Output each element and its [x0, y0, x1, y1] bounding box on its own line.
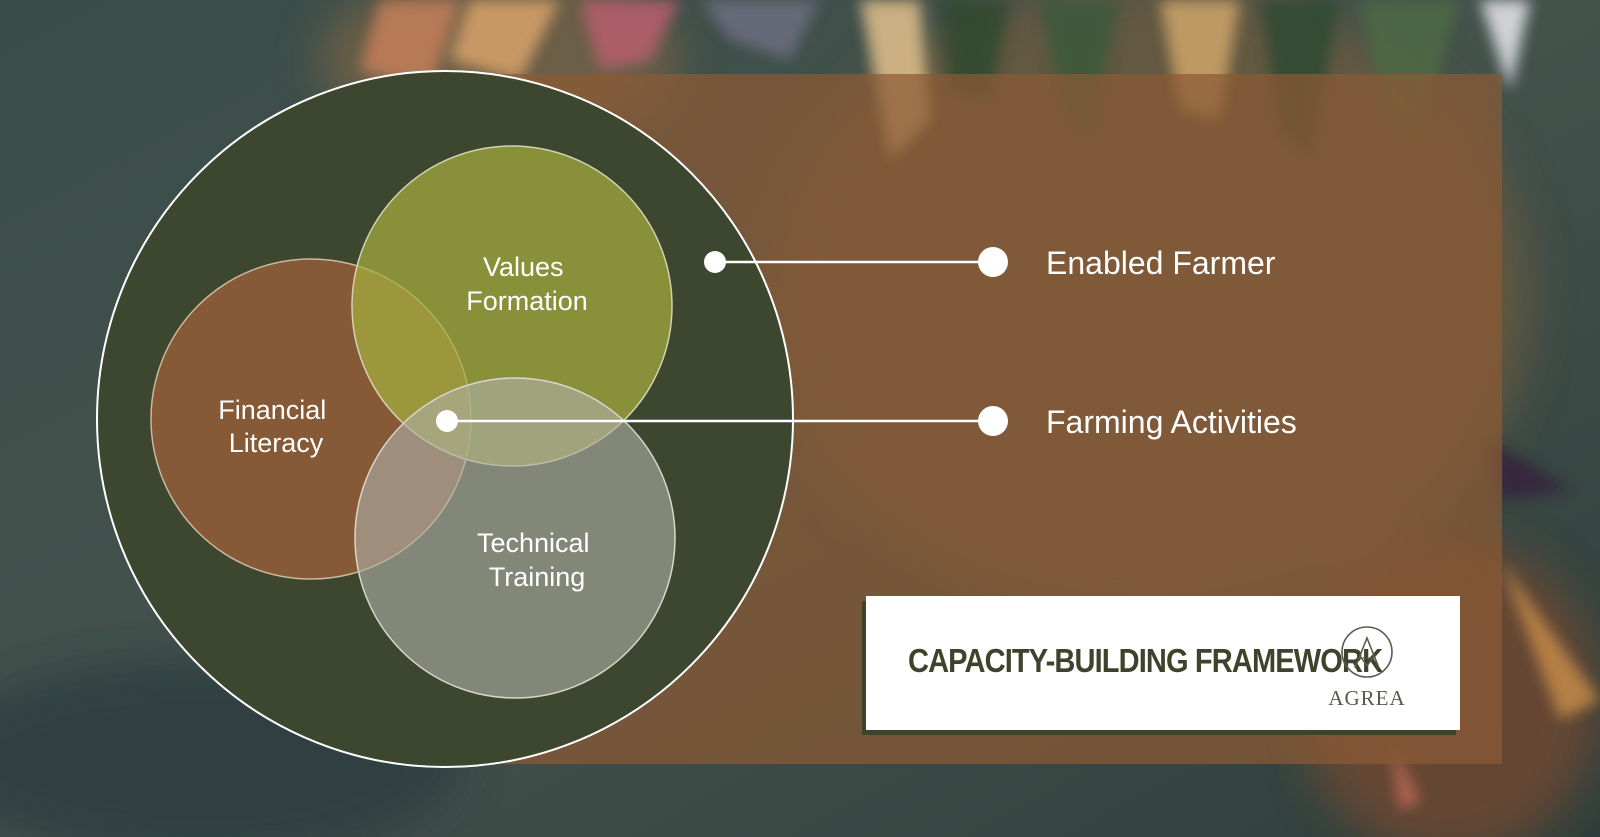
agrea-logo: AGREA — [1318, 624, 1416, 710]
farming-activities-label: Farming Activities — [1046, 404, 1297, 440]
enabled-farmer-label: Enabled Farmer — [1046, 245, 1276, 281]
title-card: CAPACITY-BUILDING FRAMEWORK AGREA — [866, 596, 1460, 730]
values-formation-label: Values Formation — [466, 252, 588, 316]
callout-enabled-farmer: Enabled Farmer — [704, 245, 1276, 281]
agrea-monogram-icon — [1341, 626, 1393, 678]
callout-end-dot — [978, 247, 1008, 277]
circle-technical-training — [354, 377, 676, 699]
technical-training-label: Technical Training — [477, 528, 597, 592]
framework-title: CAPACITY-BUILDING FRAMEWORK — [908, 642, 1383, 679]
callout-start-dot — [704, 251, 726, 273]
callout-farming-activities: Farming Activities — [436, 404, 1297, 440]
venn-diagram — [150, 145, 676, 699]
financial-literacy-label: Financial Literacy — [218, 395, 334, 458]
callout-start-dot — [436, 410, 458, 432]
callout-end-dot — [978, 406, 1008, 436]
logo-wordmark: AGREA — [1328, 686, 1406, 710]
